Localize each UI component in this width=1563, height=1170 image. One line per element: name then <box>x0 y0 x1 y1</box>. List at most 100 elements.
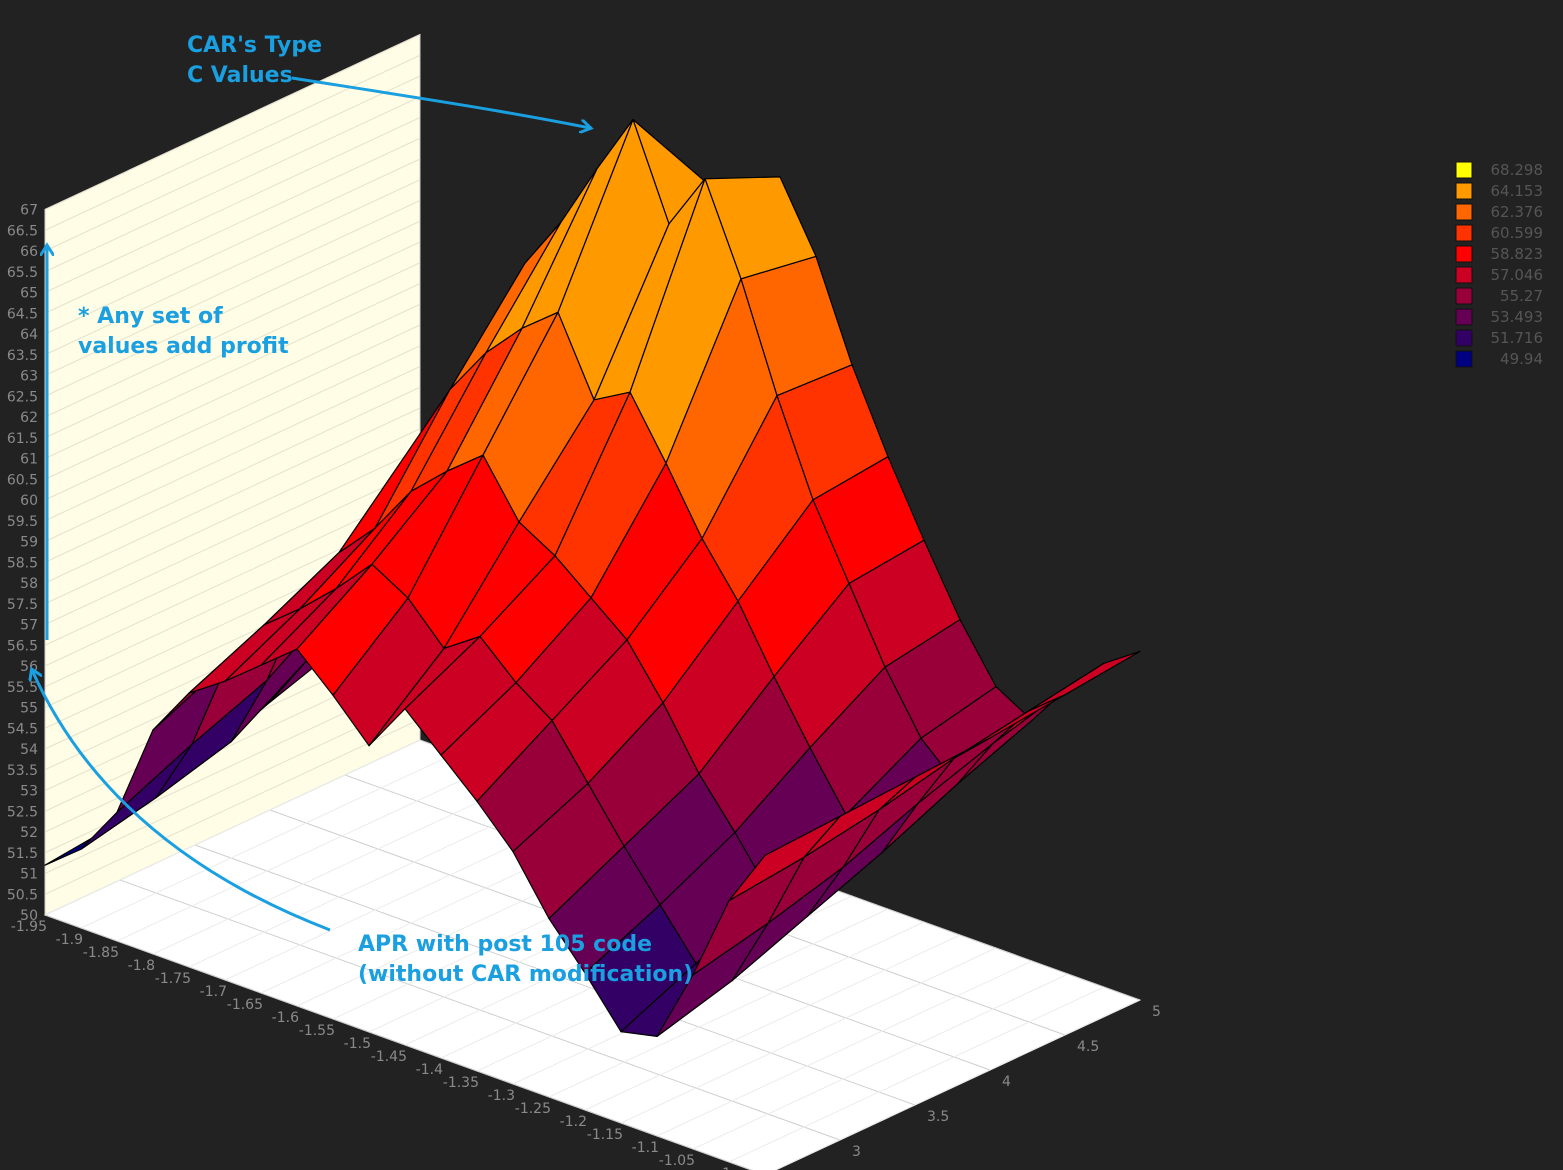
grid-line <box>44 158 421 335</box>
grid-line <box>44 324 421 501</box>
grid-line <box>152 778 529 955</box>
z-tick-label: 64.5 <box>7 306 38 322</box>
z-tick-label: 63.5 <box>7 348 38 364</box>
annotation: C Values <box>187 63 293 88</box>
x-tick-label: -1.35 <box>443 1075 479 1091</box>
x-tick-label: -1.9 <box>56 932 83 948</box>
legend-swatch <box>1455 245 1473 263</box>
z-tick-label: 64 <box>20 327 38 343</box>
z-tick-label: 51 <box>20 867 38 883</box>
arrow <box>32 670 331 932</box>
x-tick-label: -1.5 <box>344 1036 371 1052</box>
grid-line <box>44 241 421 418</box>
legend-swatch <box>1455 308 1473 326</box>
z-tick-label: 56 <box>20 659 38 675</box>
legend-label: 49.94 <box>1500 350 1543 368</box>
annotation: * Any set of <box>78 304 223 329</box>
grid-line <box>44 449 421 625</box>
legend-swatch <box>1455 224 1473 242</box>
x-tick-label: -1.25 <box>515 1101 551 1117</box>
x-tick-label: -1.7 <box>200 984 227 1000</box>
z-tick-label: 66 <box>20 244 38 260</box>
grid-line <box>44 262 421 439</box>
annotation: (without CAR modification) <box>358 962 693 987</box>
y-tick-label: 3.5 <box>927 1109 949 1125</box>
y-tick-label: 4 <box>1002 1074 1011 1090</box>
grid-line <box>692 973 1069 1150</box>
z-tick-label: 59.5 <box>7 514 38 530</box>
legend-swatch <box>1455 266 1473 284</box>
grid-line <box>44 75 421 252</box>
x-tick-label: -1.4 <box>416 1062 443 1078</box>
grid-line <box>44 220 421 397</box>
grid-line <box>44 386 421 563</box>
grid-line <box>44 739 421 916</box>
x-tick-label: -1.65 <box>227 997 263 1013</box>
legend-swatch <box>1455 161 1473 179</box>
arrow <box>291 76 590 128</box>
x-tick-label: -1.6 <box>272 1010 299 1026</box>
z-tick-label: 55.5 <box>7 680 38 696</box>
annotation: CAR's Type <box>187 33 322 58</box>
z-tick-label: 54 <box>20 742 38 758</box>
legend-label: 55.27 <box>1500 287 1543 305</box>
legend-label: 58.823 <box>1491 245 1544 263</box>
grid-line <box>774 999 1141 1170</box>
x-tick-label: -1.55 <box>299 1023 335 1039</box>
legend-label: 57.046 <box>1491 266 1544 284</box>
y-tick-label: 3 <box>852 1144 861 1160</box>
grid-line <box>44 96 421 273</box>
z-tick-label: 59 <box>20 535 38 551</box>
grid-line <box>44 200 421 376</box>
grid-line <box>728 986 1105 1163</box>
z-tick-label: 57.5 <box>7 597 38 613</box>
x-tick-label: -1.3 <box>488 1088 515 1104</box>
x-tick-label: -1.05 <box>659 1153 695 1169</box>
grid-line <box>584 934 961 1111</box>
z-tick-label: 50.5 <box>7 887 38 903</box>
z-tick-label: 57 <box>20 618 38 634</box>
z-tick-label: 53 <box>20 784 38 800</box>
z-tick-label: 61 <box>20 452 38 468</box>
legend-swatch <box>1455 287 1473 305</box>
z-tick-label: 62 <box>20 410 38 426</box>
grid-line <box>44 345 421 522</box>
z-tick-label: 50 <box>20 908 38 924</box>
z-tick-label: 62.5 <box>7 389 38 405</box>
surface-patch <box>1028 650 1141 712</box>
grid-line <box>44 469 421 646</box>
legend-label: 62.376 <box>1491 203 1544 221</box>
x-tick-label: -1.15 <box>587 1127 623 1143</box>
surface-patch <box>728 815 841 902</box>
y-tick-label: 5 <box>1152 1004 1161 1020</box>
z-tick-label: 51.5 <box>7 846 38 862</box>
x-tick-label: -1.75 <box>155 971 191 987</box>
legend-label: 64.153 <box>1491 182 1544 200</box>
legend-swatch <box>1455 329 1473 347</box>
grid-line <box>44 179 421 356</box>
y-tick-label: 4.5 <box>1077 1039 1099 1055</box>
legend-swatch <box>1455 350 1473 368</box>
grid-line <box>116 765 493 942</box>
z-tick-label: 54.5 <box>7 721 38 737</box>
z-tick-label: 58 <box>20 576 38 592</box>
x-tick-label: -1.85 <box>83 945 119 961</box>
grid-line <box>44 366 421 542</box>
z-tick-label: 65 <box>20 286 38 302</box>
z-tick-label: 52 <box>20 825 38 841</box>
x-tick-label: -1.95 <box>11 919 47 935</box>
z-tick-label: 60.5 <box>7 472 38 488</box>
z-tick-label: 65.5 <box>7 265 38 281</box>
z-tick-label: 60 <box>20 493 38 509</box>
legend-label: 51.716 <box>1491 329 1544 347</box>
z-tick-label: 67 <box>20 203 38 219</box>
grid-line <box>44 718 421 895</box>
z-tick-label: 55 <box>20 701 38 717</box>
grid-line <box>44 303 421 480</box>
z-tick-label: 52.5 <box>7 804 38 820</box>
grid-line <box>548 921 925 1098</box>
x-tick-label: -1.1 <box>632 1140 659 1156</box>
annotation: values add profit <box>78 334 289 359</box>
